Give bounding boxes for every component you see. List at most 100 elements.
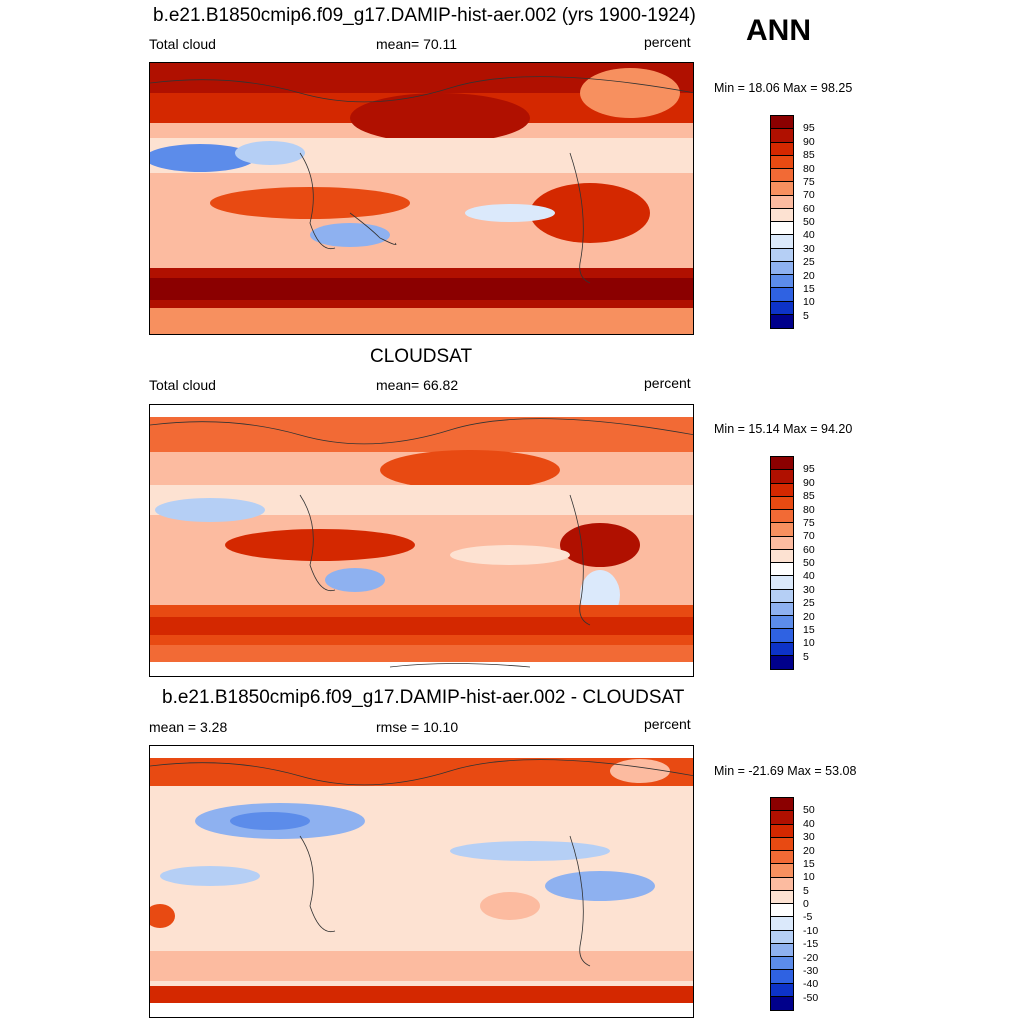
colorbar-swatch xyxy=(771,864,793,878)
colorbar-tick-label: 75 xyxy=(803,175,815,188)
colorbar-tick-label: 50 xyxy=(803,216,815,228)
colorbar-tick-label: 30 xyxy=(803,583,815,596)
colorbar-tick-label: 20 xyxy=(803,610,815,623)
colorbar-tick-label: -10 xyxy=(803,924,819,937)
panel2-variable-label: Total cloud xyxy=(149,377,216,393)
colorbar-swatch xyxy=(771,301,793,315)
colorbar-tick-label: 5 xyxy=(803,650,809,663)
colorbar-swatch xyxy=(771,142,793,156)
colorbar-swatch xyxy=(771,851,793,865)
colorbar-tick-label: 40 xyxy=(803,570,815,583)
colorbar-swatch xyxy=(771,930,793,944)
colorbar-tick-label: 60 xyxy=(803,543,815,556)
colorbar-swatch xyxy=(771,877,793,891)
colorbar-swatch xyxy=(771,890,793,904)
panel2-units-label: percent xyxy=(644,375,691,391)
colorbar-tick-label: 70 xyxy=(803,530,815,543)
colorbar-tick-label: 85 xyxy=(803,490,815,503)
panel3-units-label: percent xyxy=(644,716,691,732)
colorbar-tick-label: 90 xyxy=(803,135,815,148)
panel3-rmse-label: rmse = 10.10 xyxy=(376,719,459,735)
colorbar-swatch xyxy=(771,563,793,577)
colorbar-tick-label: 25 xyxy=(803,256,815,269)
colorbar-tick-label: 25 xyxy=(803,597,815,610)
colorbar-swatch xyxy=(771,536,793,550)
colorbar-swatch xyxy=(771,904,793,918)
colorbar-tick-label: 30 xyxy=(803,242,815,255)
colorbar-tick-label: 20 xyxy=(803,269,815,282)
colorbar-swatch xyxy=(771,129,793,143)
panel1-variable-label: Total cloud xyxy=(149,36,216,52)
colorbar-tick-label: 20 xyxy=(803,844,815,857)
colorbar-swatch xyxy=(771,155,793,169)
panel1-mean-label: mean= 70.11 xyxy=(376,36,458,52)
colorbar-swatch xyxy=(771,655,793,669)
colorbar-swatch xyxy=(771,629,793,643)
colorbar-tick-label: 90 xyxy=(803,476,815,489)
colorbar-swatch xyxy=(771,616,793,630)
colorbar-swatch xyxy=(771,288,793,302)
colorbar-swatch xyxy=(771,798,793,812)
colorbar-tick-label: 95 xyxy=(803,463,815,476)
colorbar-swatch xyxy=(771,483,793,497)
colorbar-swatch xyxy=(771,602,793,616)
colorbar-swatch xyxy=(771,222,793,236)
panel1-minmax: Min = 18.06 Max = 98.25 xyxy=(714,81,853,95)
colorbar-swatch xyxy=(771,983,793,997)
panel1-title: b.e21.B1850cmip6.f09_g17.DAMIP-hist-aer.… xyxy=(153,5,696,26)
colorbar-swatch xyxy=(771,470,793,484)
colorbar-tick-label: -15 xyxy=(803,938,819,951)
colorbar-swatch xyxy=(771,523,793,537)
colorbar-swatch xyxy=(771,314,793,328)
panel2-title: CLOUDSAT xyxy=(370,346,473,367)
colorbar-swatch xyxy=(771,642,793,656)
colorbar-swatch xyxy=(771,996,793,1010)
colorbar-tick-label: 60 xyxy=(803,202,815,215)
panel2-minmax: Min = 15.14 Max = 94.20 xyxy=(714,422,853,436)
colorbar-tick-label: 40 xyxy=(803,817,815,830)
colorbar-tick-label: -40 xyxy=(803,978,819,991)
colorbar-tick-label: 70 xyxy=(803,189,815,202)
colorbar-swatch xyxy=(771,943,793,957)
colorbar-swatch xyxy=(771,116,793,130)
colorbar-swatch xyxy=(771,248,793,262)
colorbar-swatch xyxy=(771,195,793,209)
colorbar-tick-label: 5 xyxy=(803,309,809,322)
colorbar-swatch xyxy=(771,208,793,222)
colorbar-tick-label: 75 xyxy=(803,516,815,529)
colorbar-tick-label: -50 xyxy=(803,991,819,1004)
colorbar-tick-label: 80 xyxy=(803,503,815,516)
colorbar-swatch xyxy=(771,510,793,524)
colorbar-swatch xyxy=(771,169,793,183)
colorbar-swatch xyxy=(771,235,793,249)
colorbar-swatch xyxy=(771,811,793,825)
colorbar-tick-label: -30 xyxy=(803,964,819,977)
colorbar-swatch xyxy=(771,837,793,851)
colorbar-tick-label: 15 xyxy=(803,857,815,870)
panel1-map xyxy=(149,62,694,335)
colorbar-tick-label: 85 xyxy=(803,149,815,162)
colorbar-tick-label: 15 xyxy=(803,282,815,295)
colorbar-swatch xyxy=(771,970,793,984)
colorbar-swatch xyxy=(771,182,793,196)
colorbar-swatch xyxy=(771,957,793,971)
panel3-mean-label: mean = 3.28 xyxy=(149,719,228,735)
panel2-map xyxy=(149,404,694,677)
colorbar-tick-label: 10 xyxy=(803,637,815,650)
panel3-colorbar xyxy=(770,797,794,1011)
colorbar-tick-label: 30 xyxy=(803,831,815,844)
colorbar-tick-label: 40 xyxy=(803,229,815,242)
colorbar-tick-label: 50 xyxy=(803,557,815,569)
season-label: ANN xyxy=(746,14,811,47)
colorbar-tick-label: 50 xyxy=(803,804,815,817)
colorbar-tick-label: 80 xyxy=(803,162,815,175)
panel1-units-label: percent xyxy=(644,34,691,50)
panel3-minmax: Min = -21.69 Max = 53.08 xyxy=(714,764,857,778)
colorbar-tick-label: 95 xyxy=(803,122,815,135)
colorbar-swatch xyxy=(771,824,793,838)
panel3-map xyxy=(149,745,694,1018)
colorbar-tick-label: -5 xyxy=(803,911,813,924)
colorbar-tick-label: 5 xyxy=(803,884,809,897)
colorbar-swatch xyxy=(771,576,793,590)
colorbar-tick-label: 15 xyxy=(803,623,815,636)
